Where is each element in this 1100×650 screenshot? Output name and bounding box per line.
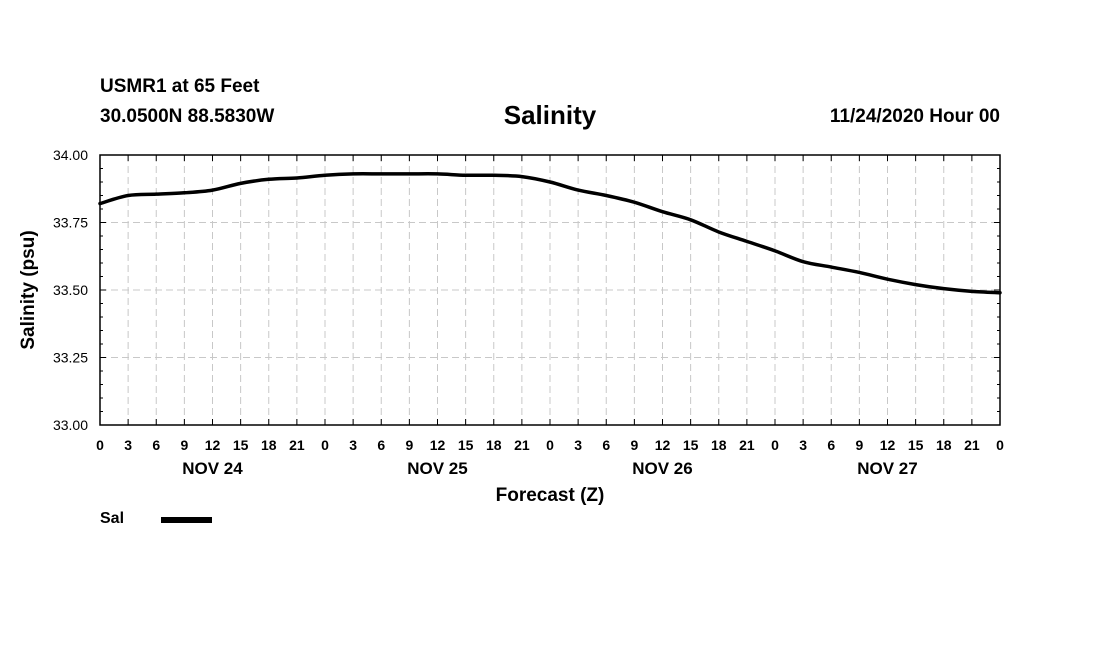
x-tick-label: 21: [739, 437, 755, 453]
x-tick-label: 0: [996, 437, 1004, 453]
x-tick-label: 6: [602, 437, 610, 453]
x-tick-label: 6: [377, 437, 385, 453]
station-label: USMR1 at 65 Feet: [100, 76, 260, 97]
day-label: NOV 26: [632, 459, 692, 478]
x-tick-label: 0: [321, 437, 329, 453]
x-tick-label: 0: [771, 437, 779, 453]
x-tick-label: 18: [711, 437, 727, 453]
x-tick-label: 3: [799, 437, 807, 453]
x-tick-label: 18: [936, 437, 952, 453]
x-tick-label: 18: [486, 437, 502, 453]
x-tick-label: 12: [430, 437, 446, 453]
axis-labels: 0 3 6 9 12 15 18 21 0 3 6 9 12 15 18 21 0 3 6 9 12 15 18 21 0 3 6 9…: [18, 147, 1004, 506]
x-axis-title: Forecast (Z): [496, 485, 605, 506]
x-tick-label: 0: [96, 437, 104, 453]
x-tick-label: 6: [152, 437, 160, 453]
grid-lines: [100, 155, 1000, 425]
day-label: NOV 24: [182, 459, 243, 478]
x-tick-label: 21: [289, 437, 305, 453]
legend-label: Sal: [100, 510, 125, 527]
y-tick-label: 33.75: [53, 215, 88, 231]
plot-frame: [99, 154, 1001, 426]
x-tick-label: 12: [655, 437, 671, 453]
y-tick-label: 34.00: [53, 147, 88, 163]
x-tick-label: 9: [180, 437, 188, 453]
station-coordinates: 30.0500N 88.5830W: [100, 106, 275, 127]
x-tick-label: 6: [827, 437, 835, 453]
forecast-timestamp: 11/24/2020 Hour 00: [829, 106, 1000, 127]
axes: [99, 154, 1001, 426]
x-tick-label: 21: [514, 437, 530, 453]
x-tick-label: 15: [683, 437, 699, 453]
chart-title: Salinity: [503, 100, 597, 130]
series-line-sal: [98, 172, 1002, 295]
day-label: NOV 25: [407, 459, 467, 478]
x-tick-label: 12: [880, 437, 896, 453]
x-tick-label: 0: [546, 437, 554, 453]
y-tick-label: 33.50: [53, 282, 88, 298]
x-tick-label: 9: [855, 437, 863, 453]
x-tick-label: 3: [349, 437, 357, 453]
legend-swatch: [161, 517, 212, 523]
x-tick-label: 3: [124, 437, 132, 453]
x-tick-label: 9: [630, 437, 638, 453]
x-tick-label: 15: [908, 437, 924, 453]
y-tick-label: 33.25: [53, 350, 88, 366]
x-tick-label: 18: [261, 437, 277, 453]
day-label: NOV 27: [857, 459, 917, 478]
x-tick-label: 15: [233, 437, 249, 453]
x-tick-label: 9: [405, 437, 413, 453]
x-tick-label: 21: [964, 437, 980, 453]
y-axis-title: Salinity (psu): [18, 230, 39, 349]
series-layer: [98, 172, 1002, 295]
x-tick-label: 15: [458, 437, 474, 453]
x-tick-label: 3: [574, 437, 582, 453]
y-tick-label: 33.00: [53, 417, 88, 433]
x-tick-label: 12: [205, 437, 221, 453]
